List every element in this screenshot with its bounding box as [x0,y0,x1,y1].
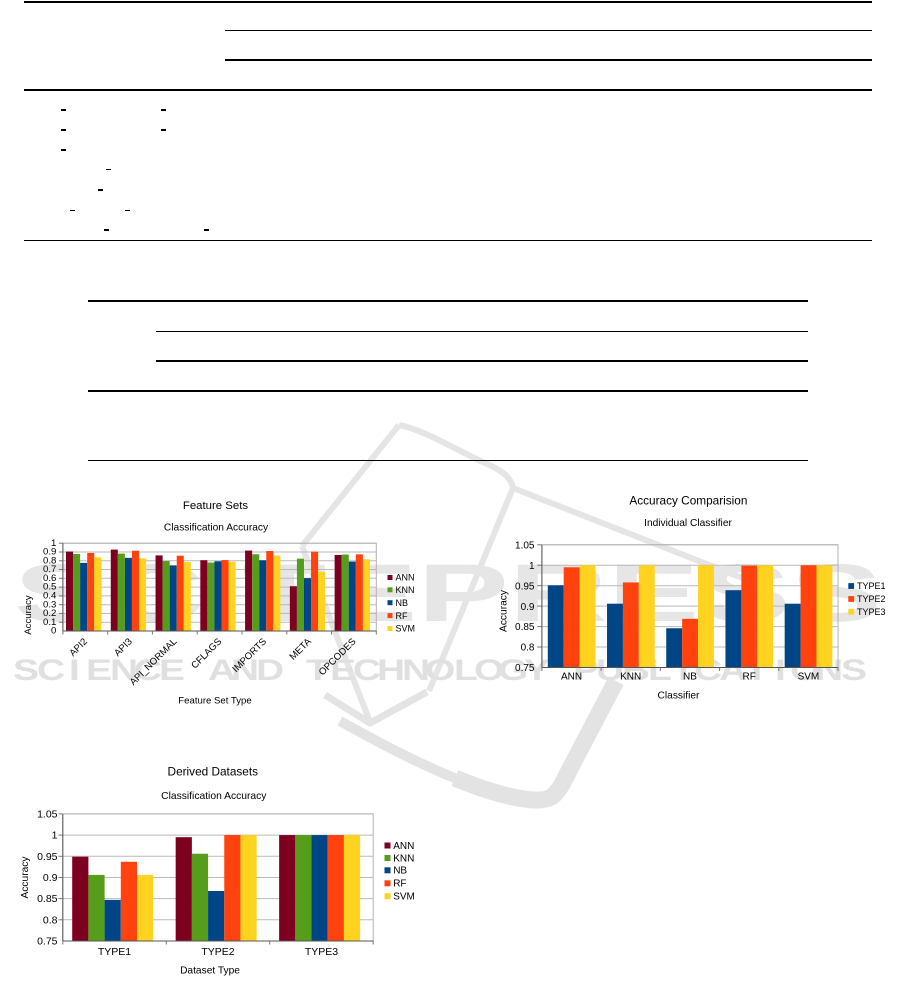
svg-text:1: 1 [52,830,58,842]
svg-text:0.4: 0.4 [43,591,57,602]
svg-text:Accuracy Comparision: Accuracy Comparision [629,494,747,508]
svg-text:META: META [288,636,315,663]
svg-text:0: 0 [51,626,56,637]
svg-text:Feature Set Type: Feature Set Type [178,696,251,707]
svg-text:0.2: 0.2 [43,608,56,619]
svg-text:0.85: 0.85 [37,893,58,905]
svg-text:TYPE2: TYPE2 [201,946,234,958]
svg-text:ANN: ANN [393,841,414,852]
svg-text:KNN: KNN [620,671,641,682]
svg-text:TYPE1: TYPE1 [857,581,886,591]
svg-text:TYPE2: TYPE2 [857,594,886,604]
svg-text:Feature Sets: Feature Sets [183,500,249,512]
svg-text:Accuracy: Accuracy [499,589,510,632]
svg-text:RF: RF [743,671,756,682]
svg-text:TYPE1: TYPE1 [98,946,131,958]
svg-text:Classification Accuracy: Classification Accuracy [161,791,267,802]
svg-text:SVM: SVM [393,892,415,903]
svg-text:1: 1 [51,538,56,549]
svg-text:RF: RF [396,611,408,621]
svg-text:KNN: KNN [393,853,414,864]
svg-text:Classifier: Classifier [658,691,700,702]
svg-text:0.5: 0.5 [43,582,56,593]
svg-text:0.8: 0.8 [521,643,535,654]
svg-text:ANN: ANN [561,671,582,682]
svg-text:1.05: 1.05 [37,809,58,821]
svg-text:SVM: SVM [396,624,416,634]
svg-text:Derived Datasets: Derived Datasets [168,765,259,779]
svg-text:NB: NB [396,598,409,608]
svg-text:0.85: 0.85 [515,622,535,633]
svg-text:0.8: 0.8 [43,914,58,926]
svg-text:TYPE3: TYPE3 [857,607,886,617]
svg-text:API_NORMAL: API_NORMAL [128,636,180,688]
svg-text:1: 1 [529,561,535,572]
svg-text:API3: API3 [112,636,134,658]
svg-text:0.95: 0.95 [515,581,535,592]
svg-text:0.9: 0.9 [43,872,58,884]
svg-text:0.8: 0.8 [43,555,56,566]
svg-text:KNN: KNN [396,585,415,595]
svg-text:SVM: SVM [798,671,820,682]
svg-text:0.1: 0.1 [43,617,56,628]
svg-text:OPCODES: OPCODES [317,636,359,678]
svg-text:0.75: 0.75 [37,936,58,948]
svg-text:CFLAGS: CFLAGS [189,636,224,671]
svg-text:0.95: 0.95 [37,851,58,863]
svg-text:0.9: 0.9 [521,602,535,613]
svg-text:0.6: 0.6 [43,573,56,584]
svg-text:Individual Classifier: Individual Classifier [644,518,732,529]
svg-text:Classification Accuracy: Classification Accuracy [164,523,269,534]
svg-text:0.75: 0.75 [515,663,535,674]
svg-text:0.7: 0.7 [43,564,56,575]
svg-text:API2: API2 [67,636,89,658]
svg-text:0.3: 0.3 [43,599,56,610]
svg-text:Dataset Type: Dataset Type [180,966,240,977]
svg-text:Accuracy: Accuracy [20,856,31,899]
svg-text:NB: NB [683,671,697,682]
svg-text:ANN: ANN [396,573,415,583]
svg-text:1.05: 1.05 [515,540,535,551]
svg-text:NB: NB [393,866,407,877]
svg-text:0.9: 0.9 [43,547,56,558]
svg-text:Accuracy: Accuracy [23,595,34,635]
svg-text:RF: RF [393,879,406,890]
svg-text:IMPORTS: IMPORTS [230,636,269,675]
svg-text:TYPE3: TYPE3 [305,946,338,958]
